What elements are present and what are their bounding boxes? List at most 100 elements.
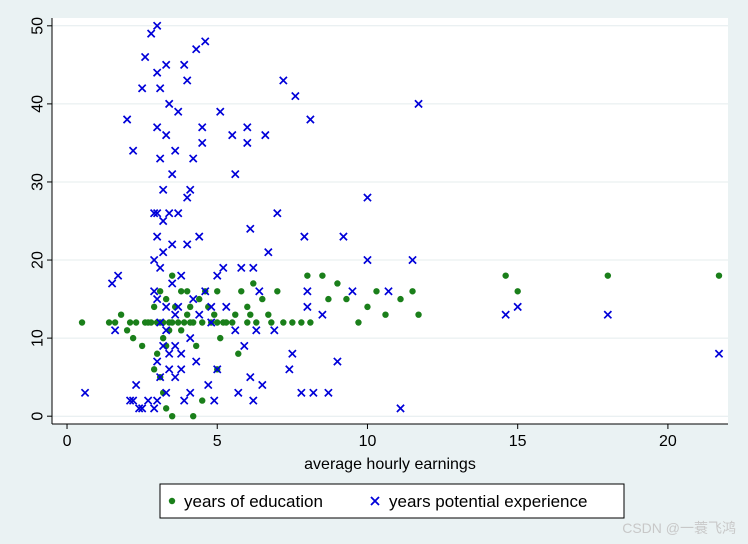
point-education-60 (334, 280, 341, 287)
x-tick-label-10: 10 (359, 433, 377, 450)
point-experience-24 (155, 263, 165, 273)
point-experience-40 (170, 146, 180, 155)
point-education-11 (150, 303, 158, 311)
point-experience-27 (158, 185, 168, 194)
point-education-67 (409, 288, 416, 295)
point-experience-97 (348, 287, 357, 296)
point-education-33 (196, 295, 203, 303)
point-experience-38 (167, 240, 177, 249)
point-education-73 (150, 366, 158, 373)
point-education-48 (250, 280, 257, 287)
y-tick-label-0: 0 (30, 412, 47, 421)
plot-region (52, 18, 728, 424)
point-experience-25 (155, 318, 165, 327)
point-experience-36 (164, 365, 174, 374)
point-experience-126 (161, 326, 171, 335)
point-experience-2 (110, 326, 120, 335)
point-experience-17 (152, 123, 162, 132)
point-education-44 (232, 311, 239, 318)
point-experience-7 (131, 380, 141, 390)
point-experience-8 (134, 404, 144, 413)
point-education-45 (238, 288, 245, 295)
point-education-84 (177, 288, 185, 295)
point-experience-5 (125, 396, 135, 405)
point-education-69 (502, 272, 509, 279)
point-experience-9 (137, 84, 147, 93)
point-experience-56 (192, 45, 201, 54)
point-experience-16 (152, 68, 162, 77)
point-experience-74 (240, 341, 249, 351)
point-experience-123 (207, 302, 216, 312)
point-experience-124 (231, 326, 240, 335)
point-experience-86 (279, 76, 288, 85)
point-experience-10 (140, 52, 150, 62)
point-experience-29 (158, 341, 168, 351)
point-education-31 (190, 319, 197, 326)
point-education-82 (247, 311, 254, 318)
point-education-51 (265, 311, 272, 318)
point-experience-14 (149, 208, 159, 218)
watermark-text: CSDN @一蓑飞鸿 (622, 520, 736, 536)
point-experience-82 (261, 130, 270, 140)
point-education-46 (244, 303, 251, 311)
point-experience-46 (176, 349, 186, 358)
point-education-20 (162, 295, 170, 303)
point-experience-110 (288, 349, 297, 358)
point-experience-43 (173, 208, 183, 218)
point-experience-34 (164, 99, 174, 109)
point-experience-48 (179, 396, 189, 405)
x-tick-label-15: 15 (509, 433, 527, 450)
series-0 (78, 272, 723, 420)
point-experience-128 (170, 341, 180, 351)
point-experience-78 (249, 263, 258, 273)
point-experience-101 (396, 404, 405, 413)
point-experience-42 (170, 372, 180, 382)
point-experience-118 (128, 396, 138, 405)
point-education-78 (190, 412, 197, 420)
point-education-64 (373, 288, 380, 295)
point-education-26 (177, 327, 185, 334)
legend-marker-experience (370, 496, 380, 506)
point-education-77 (168, 412, 176, 420)
point-experience-107 (714, 349, 724, 358)
point-experience-115 (195, 310, 204, 319)
point-experience-120 (164, 349, 174, 358)
point-education-72 (715, 272, 723, 279)
point-experience-57 (192, 357, 201, 366)
point-education-1 (105, 319, 113, 326)
point-education-3 (117, 311, 125, 318)
point-experience-117 (255, 287, 264, 296)
y-tick-label-30: 30 (30, 173, 47, 191)
point-experience-92 (309, 388, 318, 397)
point-education-59 (325, 295, 332, 303)
point-education-63 (364, 303, 371, 311)
point-experience-49 (182, 76, 192, 85)
point-experience-73 (237, 263, 246, 273)
point-experience-35 (164, 208, 174, 218)
point-experience-50 (182, 193, 192, 202)
point-education-7 (132, 319, 140, 326)
point-education-6 (129, 334, 137, 342)
point-experience-18 (152, 232, 162, 241)
point-experience-87 (285, 365, 294, 374)
point-experience-1 (107, 279, 117, 288)
point-education-49 (253, 319, 260, 326)
point-education-23 (168, 272, 176, 279)
point-education-0 (78, 319, 86, 326)
y-tick-label-20: 20 (30, 251, 47, 269)
legend-label-education: years of education (184, 492, 323, 511)
point-experience-81 (258, 380, 267, 390)
point-education-16 (156, 288, 164, 295)
point-experience-116 (222, 302, 231, 312)
point-experience-66 (213, 271, 222, 280)
point-experience-47 (179, 60, 189, 70)
series-1 (80, 21, 724, 413)
y-tick-label-10: 10 (30, 329, 47, 347)
x-tick-label-20: 20 (659, 433, 677, 450)
point-experience-31 (161, 130, 171, 140)
point-experience-41 (170, 310, 180, 319)
point-education-2 (111, 319, 119, 326)
point-experience-76 (243, 138, 252, 148)
point-experience-45 (176, 271, 186, 280)
point-experience-55 (189, 294, 198, 304)
